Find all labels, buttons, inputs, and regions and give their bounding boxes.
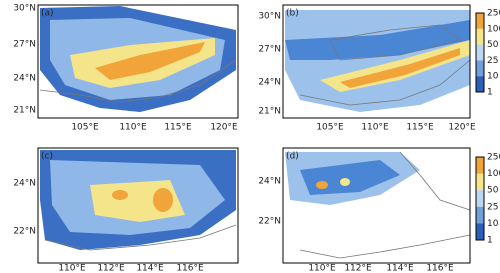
map-c (40, 150, 237, 251)
colorbar-segment (476, 44, 484, 61)
colorbar-label: 25 (487, 202, 498, 212)
panel-frame (37, 147, 239, 264)
colorbar-label: 10 (487, 72, 499, 82)
map-b (285, 10, 471, 112)
lon-label: 110°E (361, 123, 389, 133)
lat-label: 22°N (13, 227, 36, 237)
colorbar-segment (476, 223, 484, 240)
colorbar-segment (476, 206, 484, 224)
colorbar-label: 10 (487, 219, 499, 229)
colorbar-label: 100 (487, 24, 500, 34)
colorbar-segment (476, 173, 484, 191)
lon-label: 105°E (71, 123, 99, 133)
lat-label: 21°N (258, 107, 281, 117)
lat-label: 24°N (258, 78, 281, 88)
lon-label: 110°E (308, 264, 336, 273)
lon-label: 116°E (176, 264, 204, 273)
colorbar-segment (476, 60, 484, 77)
lat-label: 24°N (258, 177, 281, 187)
lon-label: 115°E (164, 123, 192, 133)
colorbar-label: 1 (487, 236, 493, 246)
panel-frame (282, 147, 471, 264)
lat-label: 22°N (258, 217, 281, 227)
lon-label: 110°E (58, 264, 86, 273)
lon-label: 114°E (136, 264, 164, 273)
colorbar-segment (476, 157, 484, 174)
colorbar-label: 50 (487, 186, 499, 196)
lon-label: 112°E (344, 264, 372, 273)
lon-label: 114°E (386, 264, 414, 273)
colorbar-frame (475, 156, 485, 241)
colorbar-label: 250 (487, 153, 500, 163)
lat-label: 21°N (13, 106, 36, 116)
colorbar-segment (476, 76, 484, 92)
colorbar-segment (476, 190, 484, 207)
colorbar-label: 250 (487, 9, 500, 19)
colorbar-label: 100 (487, 169, 500, 179)
lon-label: 115°E (406, 123, 434, 133)
panel-frame (37, 4, 239, 119)
colorbar-segment (476, 28, 484, 45)
lat-label: 27°N (258, 45, 281, 55)
colorbar-segment (476, 13, 484, 29)
map-d (285, 151, 471, 259)
lat-label: 24°N (13, 74, 36, 84)
lat-label: 27°N (13, 40, 36, 50)
lon-label: 120°E (448, 123, 476, 133)
panel-label: (d) (286, 152, 299, 162)
lon-label: 120°E (210, 123, 238, 133)
panel-label: (b) (286, 9, 299, 19)
lat-label: 30°N (258, 12, 281, 22)
lat-label: 24°N (13, 179, 36, 189)
panel-frame (282, 4, 471, 119)
panel-label: (a) (41, 9, 54, 19)
lon-label: 116°E (426, 264, 454, 273)
lon-label: 110°E (119, 123, 147, 133)
lat-label: 30°N (13, 4, 36, 14)
map-a (39, 6, 237, 112)
lon-label: 105°E (316, 123, 344, 133)
colorbar-label: 25 (487, 56, 498, 66)
colorbar-label: 50 (487, 40, 499, 50)
lon-label: 112°E (97, 264, 125, 273)
colorbar-frame (475, 12, 485, 93)
colorbar-label: 1 (487, 88, 493, 98)
panel-label: (c) (41, 152, 53, 162)
